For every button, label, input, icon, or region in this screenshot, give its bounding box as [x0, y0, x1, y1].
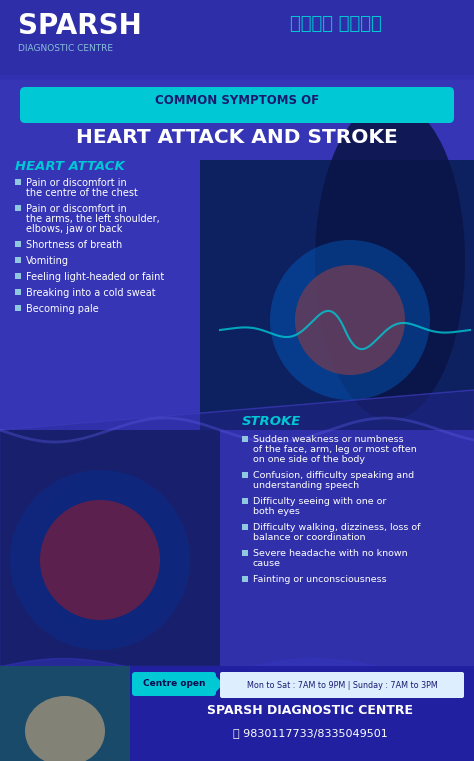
- Polygon shape: [215, 675, 223, 693]
- Bar: [242, 436, 248, 442]
- Text: Mon to Sat : 7AM to 9PM | Sunday : 7AM to 3PM: Mon to Sat : 7AM to 9PM | Sunday : 7AM t…: [246, 680, 438, 689]
- Text: Shortness of breath: Shortness of breath: [26, 240, 122, 250]
- Text: ভালো থেকো: ভালো থেকো: [290, 15, 382, 33]
- FancyBboxPatch shape: [20, 87, 454, 123]
- Bar: [15, 273, 21, 279]
- Bar: [242, 472, 248, 478]
- Text: HEART ATTACK: HEART ATTACK: [15, 160, 125, 173]
- Bar: [0, 0, 474, 80]
- Bar: [0, 666, 474, 761]
- Polygon shape: [0, 390, 474, 761]
- Text: the arms, the left shoulder,: the arms, the left shoulder,: [26, 214, 160, 224]
- Text: HEART ATTACK AND STROKE: HEART ATTACK AND STROKE: [76, 128, 398, 147]
- Bar: [15, 179, 21, 185]
- Bar: [15, 257, 21, 263]
- Bar: [15, 305, 21, 311]
- Text: SPARSH: SPARSH: [18, 12, 142, 40]
- Bar: [0, 0, 474, 75]
- Bar: [15, 205, 21, 211]
- Text: both eyes: both eyes: [253, 507, 300, 516]
- Text: Severe headache with no known: Severe headache with no known: [253, 549, 408, 558]
- Text: elbows, jaw or back: elbows, jaw or back: [26, 224, 122, 234]
- Bar: [0, 666, 130, 761]
- Text: balance or coordination: balance or coordination: [253, 533, 365, 542]
- Text: understanding speech: understanding speech: [253, 481, 359, 490]
- FancyBboxPatch shape: [220, 672, 464, 698]
- Text: Feeling light-headed or faint: Feeling light-headed or faint: [26, 272, 164, 282]
- Text: Centre open: Centre open: [143, 680, 205, 689]
- Text: on one side of the body: on one side of the body: [253, 455, 365, 464]
- Bar: [242, 524, 248, 530]
- Text: ⓘ 9830117733/8335049501: ⓘ 9830117733/8335049501: [233, 728, 387, 738]
- Text: cause: cause: [253, 559, 281, 568]
- Bar: [15, 289, 21, 295]
- Text: of the face, arm, leg or most often: of the face, arm, leg or most often: [253, 445, 417, 454]
- Text: Fainting or unconsciousness: Fainting or unconsciousness: [253, 575, 387, 584]
- Bar: [242, 550, 248, 556]
- Text: Becoming pale: Becoming pale: [26, 304, 99, 314]
- Text: Difficulty walking, dizziness, loss of: Difficulty walking, dizziness, loss of: [253, 523, 420, 532]
- Text: the centre of the chest: the centre of the chest: [26, 188, 138, 198]
- Circle shape: [295, 265, 405, 375]
- Ellipse shape: [40, 470, 180, 640]
- Text: DIAGNOSTIC CENTRE: DIAGNOSTIC CENTRE: [18, 44, 113, 53]
- Text: Vomiting: Vomiting: [26, 256, 69, 266]
- Circle shape: [270, 240, 430, 400]
- Circle shape: [10, 470, 190, 650]
- Circle shape: [40, 500, 160, 620]
- Text: Breaking into a cold sweat: Breaking into a cold sweat: [26, 288, 155, 298]
- Bar: [0, 430, 220, 700]
- Text: COMMON SYMPTOMS OF: COMMON SYMPTOMS OF: [155, 94, 319, 107]
- Text: Difficulty seeing with one or: Difficulty seeing with one or: [253, 497, 386, 506]
- Ellipse shape: [25, 696, 105, 761]
- Bar: [242, 576, 248, 582]
- Text: STROKE: STROKE: [242, 415, 301, 428]
- Text: Sudden weakness or numbness: Sudden weakness or numbness: [253, 435, 404, 444]
- Ellipse shape: [315, 100, 465, 420]
- Text: Pain or discomfort in: Pain or discomfort in: [26, 204, 127, 214]
- Text: SPARSH DIAGNOSTIC CENTRE: SPARSH DIAGNOSTIC CENTRE: [207, 705, 413, 718]
- Text: Pain or discomfort in: Pain or discomfort in: [26, 178, 127, 188]
- Bar: [200, 160, 474, 430]
- FancyBboxPatch shape: [132, 672, 216, 696]
- Bar: [242, 498, 248, 504]
- Bar: [15, 241, 21, 247]
- Text: Confusion, difficulty speaking and: Confusion, difficulty speaking and: [253, 471, 414, 480]
